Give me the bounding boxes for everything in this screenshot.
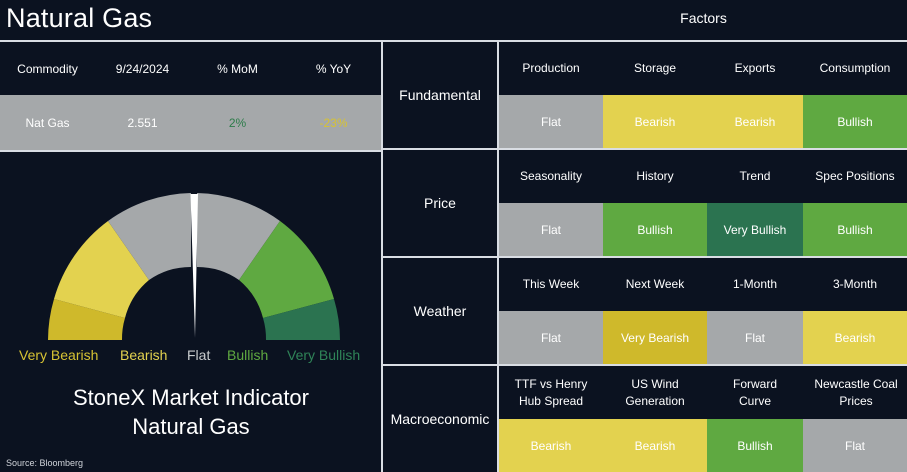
factor-value-ttf-spread: Bearish [499,419,603,472]
factor-value-1-month: Flat [707,311,803,364]
factor-value-spec-positions: Bullish [803,203,907,256]
gauge-label-very-bullish: Very Bullish [287,347,361,363]
factor-value-seasonality: Flat [499,203,603,256]
factor-value-exports: Bearish [707,95,803,148]
source-note: Source: Bloomberg [6,458,84,468]
commodity-mom: 2% [228,115,247,130]
factor-value-forward-curve: Bullish [707,419,803,472]
commodity-price: 2.551 [127,115,158,130]
factor-name-forward-curve: Forward Curve [732,376,777,408]
indicator-title: StoneX Market Indicator [72,385,309,410]
commodity-row: Nat Gas 2.551 2% -23% [0,95,382,150]
factor-name-us-wind: US Wind Generation [625,376,685,408]
factor-value-this-week: Flat [499,311,603,364]
yoy-header: % YoY [315,62,352,76]
gauge-very-bearish-lower [48,299,125,340]
market-gauge [48,193,340,340]
commodity-table: Commodity 9/24/2024 % MoM % YoY Nat Gas … [0,42,382,150]
date-header: 9/24/2024 [115,62,170,76]
factor-name-this-week: This Week [522,277,580,291]
category-macroeconomic: Macroeconomic [390,411,490,427]
factor-name-1-month: 1-Month [732,277,778,291]
factor-value-production: Flat [499,95,603,148]
factor-name-production: Production [522,61,580,75]
factor-name-history: History [636,169,674,183]
factor-name-seasonality: Seasonality [519,169,583,183]
row-divider-2 [381,256,907,258]
gauge-label-very-bearish: Very Bearish [19,347,99,363]
indicator-subtitle: Natural Gas [132,414,250,439]
gauge-label-bearish: Bearish [120,347,168,363]
factors-title: Factors [680,10,727,26]
row-divider-3 [381,364,907,366]
gauge-segments [48,193,340,340]
gauge-bearish-upper [54,221,149,318]
commodity-header: Commodity [17,62,78,76]
factor-name-newcastle-coal: Newcastle Coal Prices [814,376,898,408]
factor-value-newcastle-coal: Flat [803,419,907,472]
row-divider-1 [381,148,907,150]
factor-name-exports: Exports [734,61,776,75]
factor-value-storage: Bearish [603,95,707,148]
factor-name-next-week: Next Week [625,277,685,291]
factor-value-us-wind: Bearish [603,419,707,472]
gauge-flat-right [197,193,280,280]
gauge-label-bullish: Bullish [227,347,269,363]
left-divider [0,150,382,152]
factor-name-spec-positions: Spec Positions [815,169,895,183]
factor-name-ttf-spread: TTF vs Henry Hub Spread [514,376,588,408]
factor-value-history: Bullish [603,203,707,256]
factor-name-trend: Trend [739,169,771,183]
commodity-yoy: -23% [319,115,348,130]
factor-value-consumption: Bullish [803,95,907,148]
mom-header: % MoM [217,62,258,76]
category-weather: Weather [413,303,467,319]
factor-value-trend: Very Bullish [707,203,803,256]
category-price: Price [424,195,456,211]
gauge-flat-left [108,193,191,280]
factor-value-3-month: Bearish [803,311,907,364]
factor-value-next-week: Very Bearish [603,311,707,364]
gauge-label-flat: Flat [187,347,211,363]
page-title: Natural Gas [6,3,153,33]
commodity-name: Nat Gas [25,115,70,130]
top-rule [0,40,907,42]
factor-name-storage: Storage [633,61,677,75]
gauge-bullish-upper [239,221,334,318]
factor-name-3-month: 3-Month [832,277,878,291]
category-fundamental: Fundamental [399,87,481,103]
gauge-very-bullish-lower [263,299,340,340]
factor-name-consumption: Consumption [819,61,891,75]
gauge-needle [190,194,198,338]
